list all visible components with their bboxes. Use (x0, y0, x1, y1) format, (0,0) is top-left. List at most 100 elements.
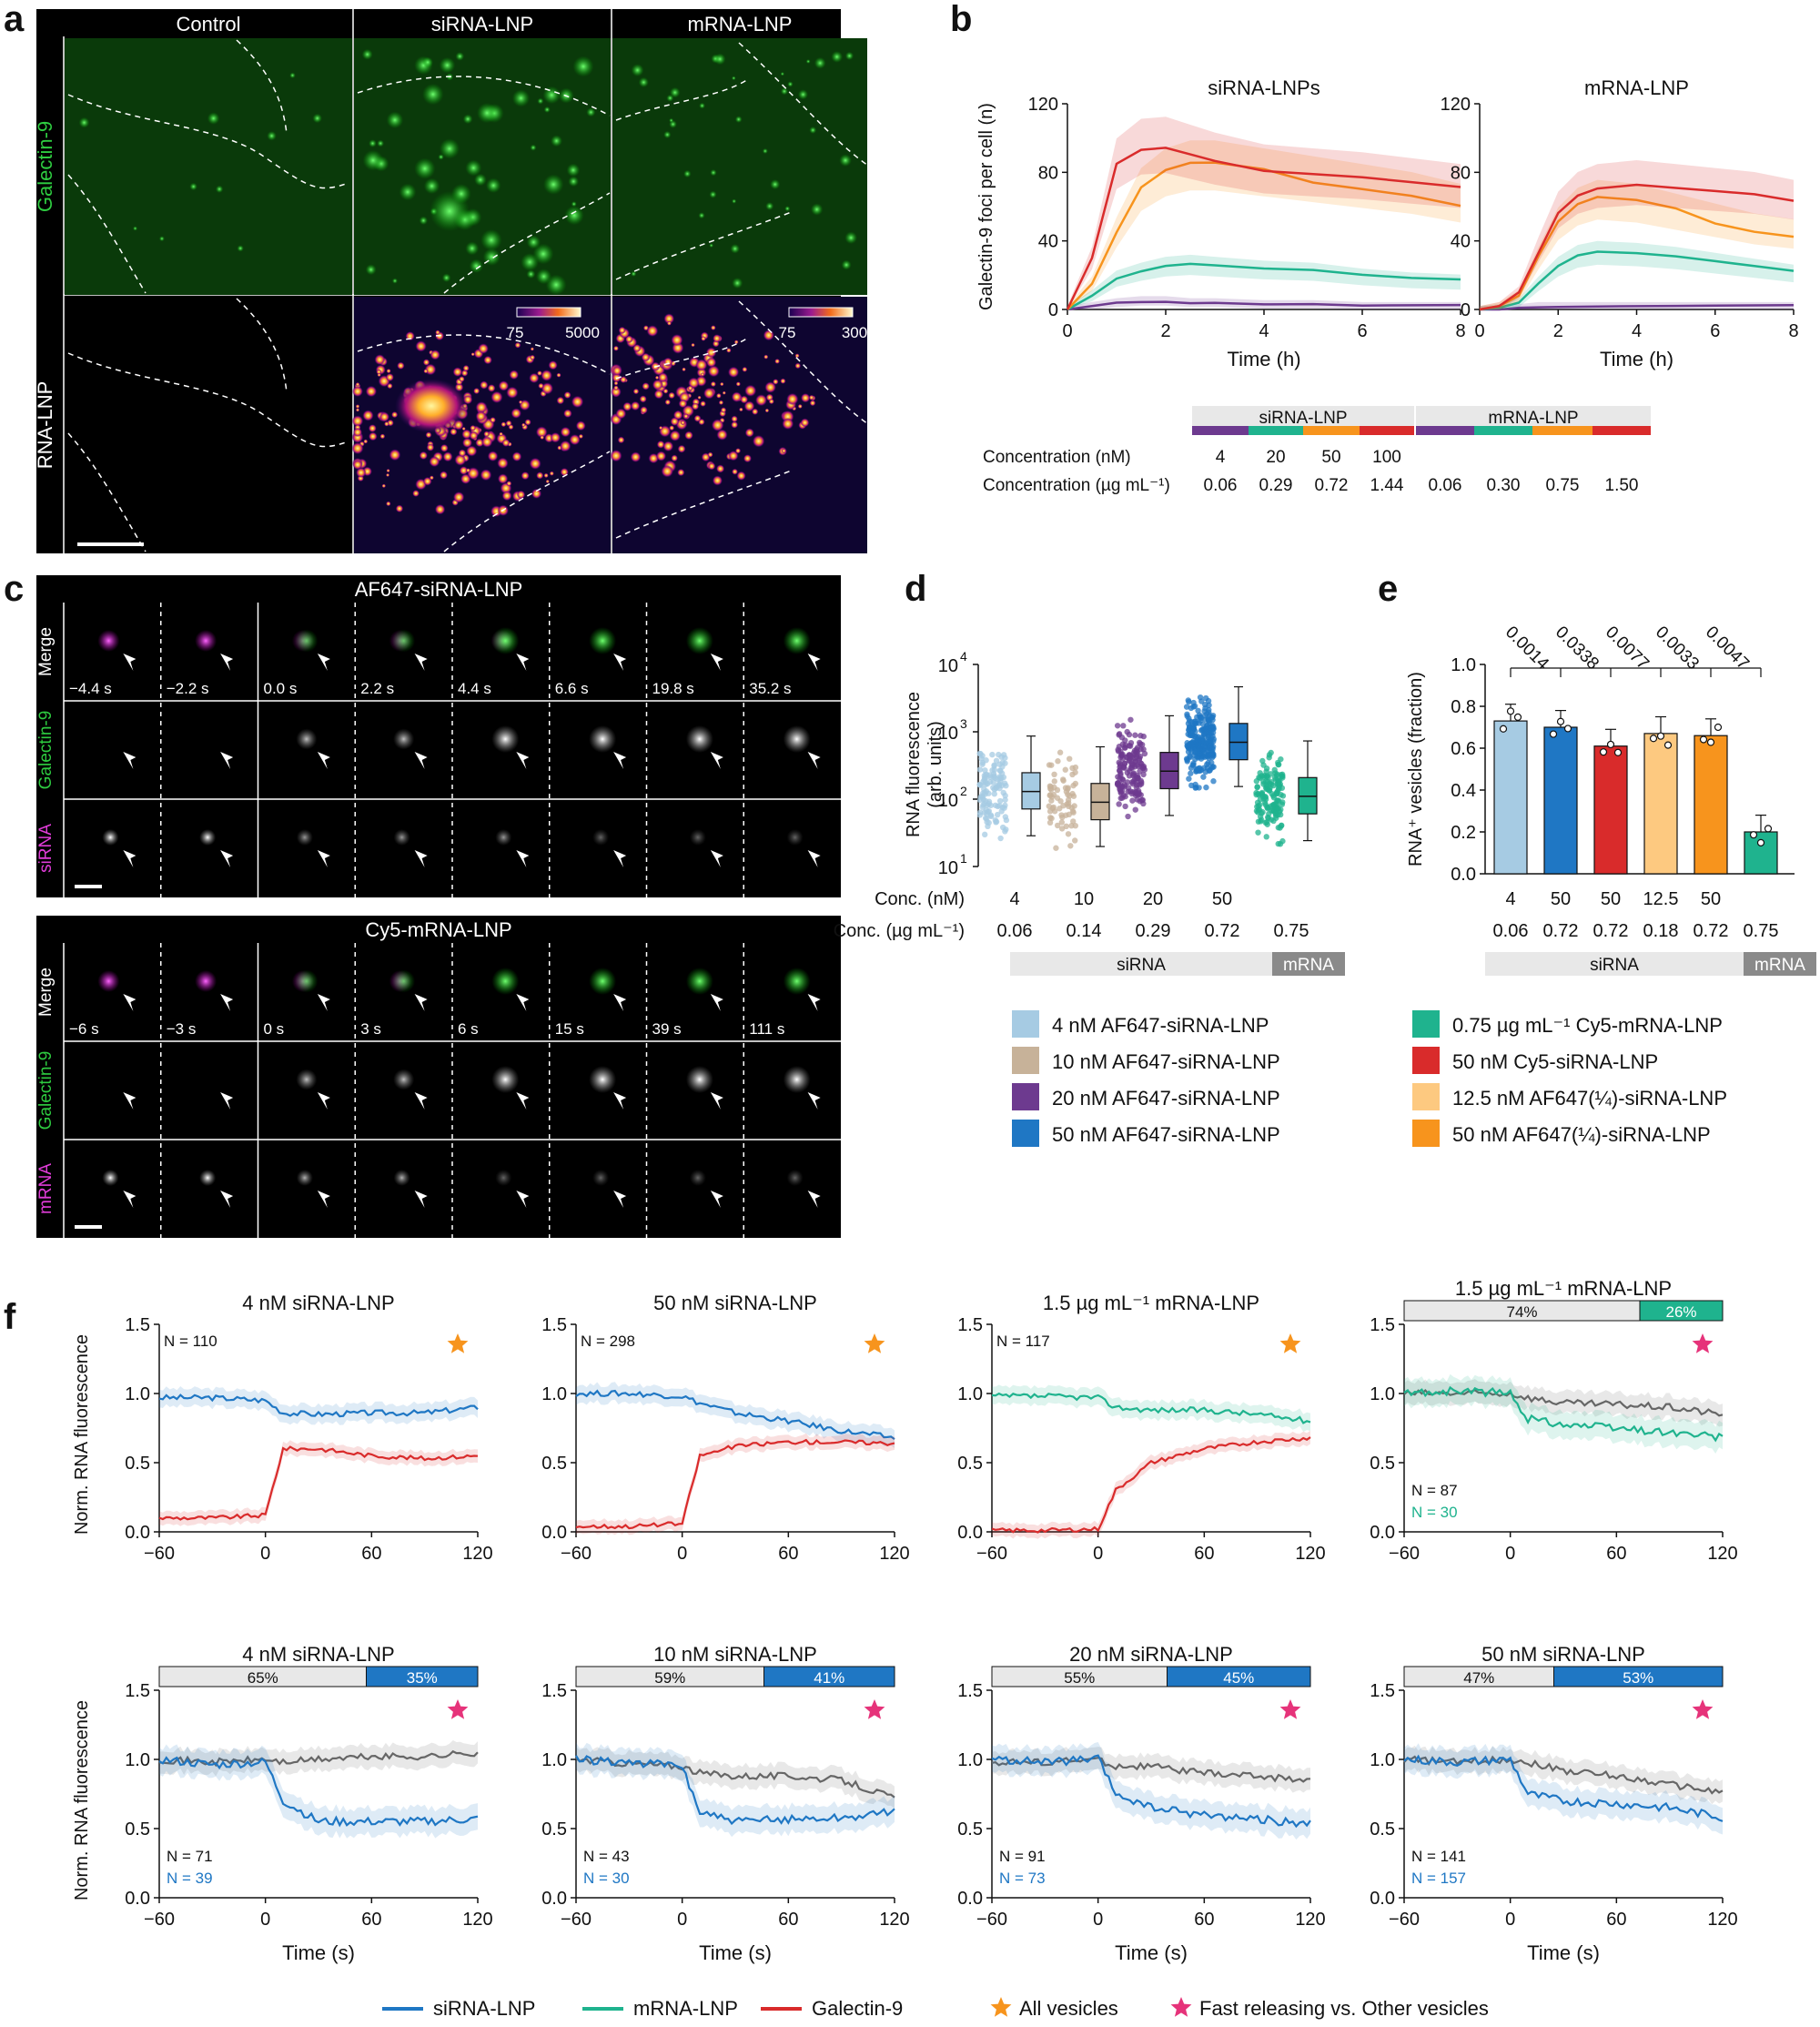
galectin-focus (762, 147, 768, 155)
galectin-focus (465, 159, 482, 177)
arrowhead-marker (220, 752, 234, 769)
rna-lnp-spot (465, 468, 470, 473)
merge-spot-galectin (589, 968, 617, 995)
p-value-label: 0.0014 (1502, 623, 1552, 674)
legend-swatch (1592, 426, 1651, 435)
x-tick-label: 120 (879, 1544, 909, 1564)
fast-releasing-star (864, 1699, 885, 1719)
data-point (1272, 810, 1279, 816)
fraction-label: 35% (407, 1669, 438, 1687)
y-tick-label: 1.5 (957, 1315, 983, 1335)
rna-lnp-spot (425, 431, 432, 439)
rna-lnp-spot (695, 359, 708, 371)
data-point (1190, 704, 1197, 710)
rna-lnp-spot (632, 388, 640, 395)
galectin-series-band (576, 1433, 895, 1535)
rna-lnp-spot (697, 395, 702, 400)
data-point (993, 819, 999, 826)
galectin-focus (669, 120, 677, 128)
data-point (1259, 757, 1266, 765)
data-point (1068, 823, 1075, 829)
rna-lnp-spot (419, 451, 429, 461)
galectin-series-line (991, 1436, 1311, 1534)
y-tick-label: 0.5 (125, 1454, 150, 1474)
data-point (1200, 743, 1208, 749)
rna-lnp-spot (429, 475, 434, 481)
galectin-focus (386, 111, 404, 129)
rna-lnp-spot (617, 436, 625, 444)
y-tick-label: 0.0 (125, 1523, 150, 1543)
y-tick-label: 0.0 (541, 1889, 567, 1909)
x-tick-label: 4 (1259, 321, 1269, 341)
x-tick-label: 2 (1160, 321, 1170, 341)
data-point (1117, 761, 1124, 767)
fast-releasing-series-line (158, 1756, 479, 1828)
rna-lnp-spot (351, 415, 364, 427)
y-tick-label: 40 (1038, 232, 1058, 252)
rna-lnp-spot (716, 429, 728, 441)
panel-b-y-axis-label: Galectin-9 foci per cell (n) (976, 103, 996, 310)
y-tick-label: 1.5 (125, 1315, 150, 1335)
x-tick-label: −60 (976, 1544, 1007, 1564)
data-point (1060, 802, 1067, 809)
fraction-label: 59% (654, 1669, 685, 1687)
rna-lnp-spot (612, 365, 622, 376)
rna-lnp-spot (351, 441, 364, 455)
y-tick-label: 10 (938, 791, 958, 811)
rna-spot (689, 829, 706, 846)
data-point (1209, 712, 1217, 719)
legend-swatch (1012, 1083, 1039, 1110)
data-point (1135, 763, 1142, 770)
fast-releasing-star (1279, 1699, 1301, 1719)
series-line (1067, 161, 1461, 310)
data-point (1205, 715, 1212, 722)
rna-spot (102, 1170, 119, 1186)
data-point (996, 797, 1004, 805)
panel-a-column-label: Control (177, 13, 241, 35)
p-value-label: 0.0077 (1602, 623, 1653, 674)
x-tick-label: 0 (1062, 321, 1072, 341)
panel-letter-c: c (4, 569, 24, 609)
arrowhead-marker (710, 1191, 723, 1208)
data-point (1188, 765, 1195, 771)
rna-lnp-spot (500, 421, 507, 428)
merge-spot-galectin (392, 969, 416, 993)
data-point (1209, 764, 1216, 770)
n-count: N = 30 (1411, 1504, 1458, 1521)
colorbar (516, 307, 581, 318)
rna-lnp-spot (642, 382, 650, 390)
rna-lnp-spot (480, 469, 492, 481)
rna-lnp-spot (541, 370, 553, 381)
panel-e: 0.0 0.2 0.4 0.6 0.8 1.0 RNA⁺ vesicles (fractio… (1406, 623, 1816, 1147)
y-tick-label: 1.5 (541, 1681, 567, 1701)
arrowhead-marker (710, 654, 723, 671)
data-point (1196, 720, 1202, 726)
data-point (997, 835, 1004, 842)
series-band (1067, 254, 1461, 309)
galectin-focus (572, 56, 594, 77)
galectin-focus (631, 270, 637, 277)
y-tick-label: 1.5 (1370, 1681, 1395, 1701)
rna-lnp-spot (461, 437, 473, 448)
rna-spot (393, 1170, 410, 1186)
rna-lnp-spot (386, 501, 391, 507)
x-tick-label: 0 (260, 1910, 270, 1930)
y-tick-label: 1.0 (1451, 655, 1476, 675)
panel-a: Control siRNA-LNP mRNA-LNP Galectin-9 RNA-LN… (34, 9, 869, 553)
bar (1744, 831, 1778, 875)
legend-value: 50 (1321, 448, 1340, 467)
rna-lnp-spot (487, 451, 499, 462)
replicate-point (1706, 738, 1715, 746)
data-point (1279, 799, 1286, 806)
rna-lnp-spot (682, 367, 686, 372)
data-point (981, 831, 988, 838)
group-bar-mrna (1272, 952, 1345, 976)
data-point (1072, 837, 1078, 844)
panel-b-chart-1: siRNA-LNPs 0 40 80 120 0 2 4 6 8 Time (h) (1028, 76, 1466, 370)
arrowhead-marker (516, 994, 530, 1011)
timepoint-label: −4.4 s (69, 680, 112, 697)
x-tick-label: 0 (1474, 321, 1484, 341)
micrograph-tile (612, 297, 867, 553)
rna-lnp-spot (498, 380, 510, 391)
galectin-focus (730, 244, 740, 254)
